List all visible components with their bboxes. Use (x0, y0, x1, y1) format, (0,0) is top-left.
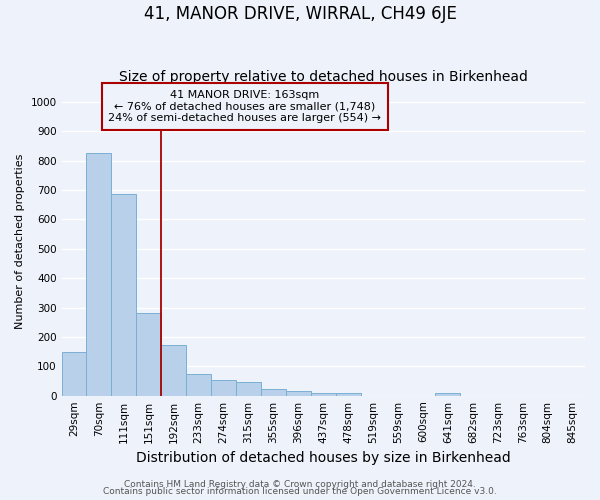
Title: Size of property relative to detached houses in Birkenhead: Size of property relative to detached ho… (119, 70, 528, 85)
Bar (186, 374, 211, 396)
Bar (311, 392, 336, 396)
Bar (261, 389, 286, 396)
Text: 41 MANOR DRIVE: 163sqm
← 76% of detached houses are smaller (1,748)
24% of semi-: 41 MANOR DRIVE: 163sqm ← 76% of detached… (108, 90, 381, 124)
Bar (236, 382, 261, 396)
Bar (336, 394, 361, 396)
Bar (286, 392, 311, 396)
Bar (161, 345, 186, 396)
Bar (211, 380, 236, 396)
Bar (112, 194, 136, 396)
Bar (62, 352, 86, 396)
X-axis label: Distribution of detached houses by size in Birkenhead: Distribution of detached houses by size … (136, 451, 511, 465)
Text: Contains public sector information licensed under the Open Government Licence v3: Contains public sector information licen… (103, 487, 497, 496)
Y-axis label: Number of detached properties: Number of detached properties (15, 154, 25, 329)
Bar (436, 392, 460, 396)
Text: 41, MANOR DRIVE, WIRRAL, CH49 6JE: 41, MANOR DRIVE, WIRRAL, CH49 6JE (143, 5, 457, 23)
Bar (136, 314, 161, 396)
Bar (86, 153, 112, 396)
Text: Contains HM Land Registry data © Crown copyright and database right 2024.: Contains HM Land Registry data © Crown c… (124, 480, 476, 489)
